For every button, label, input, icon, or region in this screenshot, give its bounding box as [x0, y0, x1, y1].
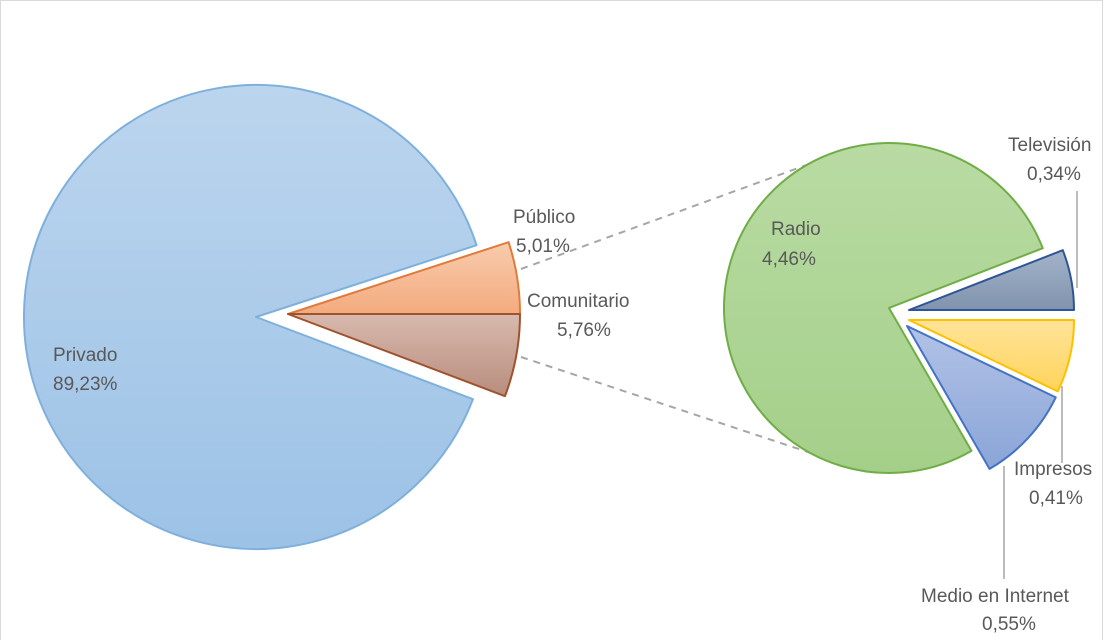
- slice-label-publico-value: 5,01%: [516, 236, 570, 257]
- connector-line-top: [520, 158, 824, 270]
- slice-label-privado-value: 89,23%: [53, 374, 118, 395]
- slice-label-impresos-value: 0,41%: [1029, 488, 1083, 509]
- leader-lines: [1003, 191, 1078, 579]
- slice-label-publico-name: Público: [513, 207, 575, 228]
- slice-label-comunitario-name: Comunitario: [527, 291, 629, 312]
- slice-radio: [723, 142, 1044, 474]
- connector-line-bottom: [520, 356, 824, 458]
- slice-label-privado-name: Privado: [53, 345, 117, 366]
- slice-label-radio-name: Radio: [771, 219, 821, 240]
- slice-medio-en-internet: [906, 325, 1057, 470]
- slice-label-impresos-name: Impresos: [1014, 459, 1092, 480]
- slice-television: [908, 249, 1075, 311]
- slice-label-television-value: 0,34%: [1027, 164, 1081, 185]
- connector-lines: [520, 158, 824, 458]
- slice-label-radio-value: 4,46%: [762, 249, 816, 270]
- slice-label-medio-internet-name: Medio en Internet: [921, 586, 1070, 607]
- slice-label-television-name: Televisión: [1008, 135, 1091, 156]
- slice-label-medio-internet-value: 0,55%: [982, 614, 1036, 635]
- slice-impresos: [908, 319, 1075, 393]
- slice-comunitario: [287, 313, 521, 398]
- slice-label-comunitario-value: 5,76%: [557, 320, 611, 341]
- slice-privado: [23, 83, 478, 550]
